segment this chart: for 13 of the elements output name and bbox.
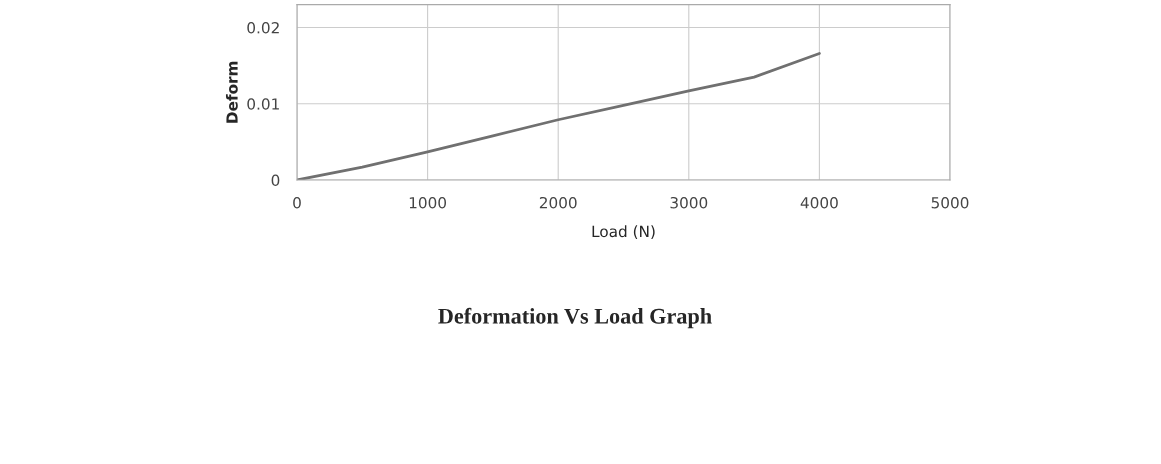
- x-tick-label: 5000: [931, 196, 969, 209]
- x-tick-label: 3000: [670, 196, 708, 209]
- y-axis-title: Deform: [225, 61, 238, 123]
- x-tick-label: 0: [293, 196, 301, 209]
- y-tick-label: 0: [271, 174, 280, 187]
- line-series: [297, 52, 821, 180]
- y-tick-label: 0.02: [247, 21, 279, 34]
- x-tick-label: 4000: [800, 196, 838, 209]
- y-tick-label: 0.01: [247, 98, 279, 110]
- text: Deformation Vs Load Graph: [438, 307, 712, 329]
- x-tick-label: 2000: [539, 196, 577, 209]
- x-tick-label: 1000: [409, 196, 447, 209]
- x-axis-title: Load (N): [592, 225, 655, 239]
